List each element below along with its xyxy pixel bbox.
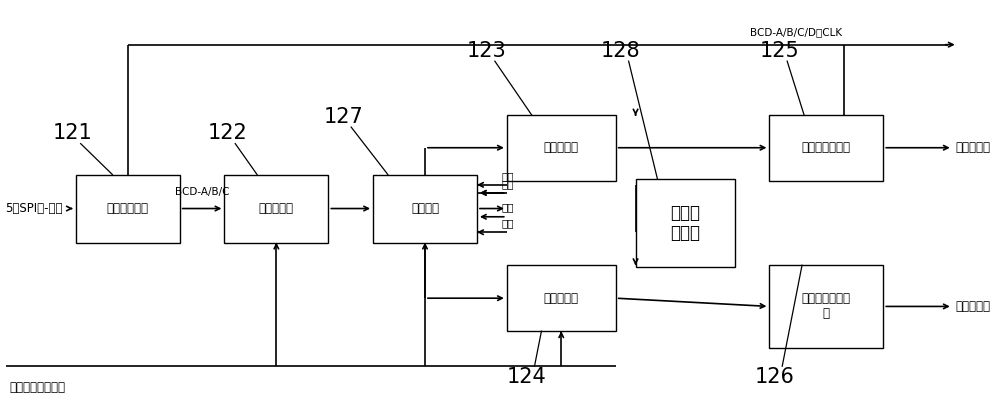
Text: 128: 128 bbox=[601, 41, 641, 61]
Text: 字符显示允许信号: 字符显示允许信号 bbox=[9, 381, 65, 394]
Text: 122: 122 bbox=[207, 123, 247, 143]
Text: 字库列驱动: 字库列驱动 bbox=[956, 300, 991, 313]
Bar bbox=[636, 178, 735, 267]
Text: 第一时
钟电路: 第一时 钟电路 bbox=[670, 204, 700, 242]
Bar bbox=[507, 115, 616, 181]
Text: 场效应管阵列电
路: 场效应管阵列电 路 bbox=[802, 293, 851, 320]
Text: 复位: 复位 bbox=[502, 171, 514, 181]
Text: BCD-A/B/C: BCD-A/B/C bbox=[175, 187, 229, 197]
Text: 复位电路: 复位电路 bbox=[411, 202, 439, 215]
Bar bbox=[507, 265, 616, 331]
Text: 计数器电路: 计数器电路 bbox=[544, 292, 579, 305]
Text: 存储器电路: 存储器电路 bbox=[544, 141, 579, 154]
Text: 字库行驱动: 字库行驱动 bbox=[956, 141, 991, 154]
Text: 124: 124 bbox=[507, 366, 546, 386]
Text: 反馈: 反馈 bbox=[502, 179, 514, 189]
Text: 复位: 复位 bbox=[502, 218, 514, 228]
Text: 5位SPI串-并码: 5位SPI串-并码 bbox=[5, 202, 63, 215]
Bar bbox=[76, 175, 180, 242]
Text: 三极管阵列电路: 三极管阵列电路 bbox=[802, 141, 851, 154]
Text: 125: 125 bbox=[759, 41, 799, 61]
Text: 光耦转换电路: 光耦转换电路 bbox=[107, 202, 149, 215]
Bar bbox=[373, 175, 477, 242]
Text: 126: 126 bbox=[754, 366, 794, 386]
Text: 123: 123 bbox=[467, 41, 507, 61]
Bar bbox=[769, 265, 883, 348]
Text: 反馈: 反馈 bbox=[502, 203, 514, 212]
Text: 127: 127 bbox=[323, 107, 363, 127]
Text: 121: 121 bbox=[53, 123, 93, 143]
Text: BCD-A/B/C/D、CLK: BCD-A/B/C/D、CLK bbox=[750, 27, 842, 37]
Bar bbox=[224, 175, 328, 242]
Text: 寄存器电路: 寄存器电路 bbox=[259, 202, 294, 215]
Bar bbox=[769, 115, 883, 181]
